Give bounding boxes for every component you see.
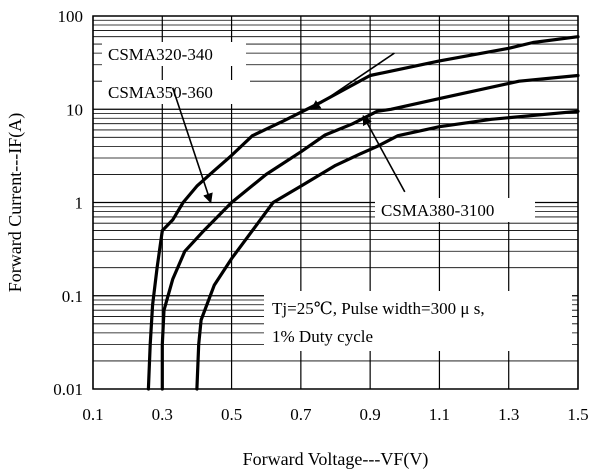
x-tick-label: 1.5 bbox=[567, 405, 588, 424]
series-label: CSMA380-3100 bbox=[381, 201, 494, 220]
series-label-background bbox=[102, 42, 246, 66]
series-line bbox=[160, 73, 580, 391]
tick-label-group: 0.1 0.3 0.5 0.7 0.9 1.1 1.3 1.5 0.01 0.1 1 10 100 bbox=[53, 7, 588, 424]
x-tick-label: 0.9 bbox=[360, 405, 381, 424]
y-tick-label: 0.1 bbox=[62, 287, 83, 306]
series-line bbox=[146, 35, 580, 391]
y-axis-title: Forward Current---IF(A) bbox=[5, 113, 26, 292]
note-line-2: 1% Duty cycle bbox=[272, 327, 373, 346]
x-tick-label: 1.1 bbox=[429, 405, 450, 424]
x-tick-label: 0.7 bbox=[290, 405, 312, 424]
series-label-arrow bbox=[310, 52, 395, 110]
series-label-background bbox=[375, 198, 535, 222]
series-line bbox=[195, 109, 580, 391]
series-label-arrow bbox=[362, 114, 406, 193]
y-tick-label: 100 bbox=[58, 7, 84, 26]
test-condition-note: Tj=25℃, Pulse width=300 μ s, 1% Duty cyc… bbox=[264, 291, 572, 351]
series-group bbox=[146, 35, 580, 391]
x-tick-label: 1.3 bbox=[498, 405, 519, 424]
plot-frame bbox=[92, 15, 579, 390]
series-label: CSMA320-340 bbox=[108, 45, 213, 64]
series-label-group: CSMA320-340 CSMA350-360 CSMA380-3100 bbox=[102, 42, 535, 222]
series-label-arrow bbox=[171, 87, 213, 204]
x-tick-label: 0.3 bbox=[152, 405, 173, 424]
series-label: CSMA350-360 bbox=[108, 83, 213, 102]
y-tick-label: 0.01 bbox=[53, 380, 83, 399]
x-tick-label: 0.1 bbox=[82, 405, 103, 424]
x-axis-title: Forward Voltage---VF(V) bbox=[243, 449, 429, 470]
y-tick-label: 10 bbox=[66, 100, 83, 119]
note-background bbox=[264, 291, 572, 351]
y-tick-label: 1 bbox=[75, 194, 84, 213]
x-tick-label: 0.5 bbox=[221, 405, 242, 424]
note-line-1: Tj=25℃, Pulse width=300 μ s, bbox=[272, 299, 485, 318]
